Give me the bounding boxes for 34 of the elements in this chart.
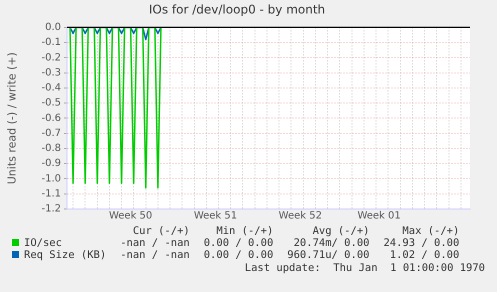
y-tick-label: -0.9 — [41, 158, 61, 170]
text: 1.02 / 0.00 — [388, 249, 460, 261]
text: Last update: Thu Jan 1 01:00:00 1970 — [244, 262, 485, 274]
x-tick-label: Week 50 — [108, 210, 152, 222]
y-tick-label: -0.2 — [41, 52, 61, 64]
y-tick-label: -1.2 — [41, 204, 61, 215]
x-tick-label: Week 01 — [357, 210, 401, 222]
y-tick-label: -0.8 — [41, 143, 61, 154]
text: 960.71u/ 0.00 — [286, 249, 370, 261]
y-tick-label: -0.7 — [41, 128, 61, 139]
text: 0.00 / 0.00 — [202, 237, 274, 249]
y-tick-label: -0.6 — [41, 112, 61, 124]
text: Cur (-/+) — [132, 225, 190, 237]
y-tick-label: -1.1 — [41, 188, 61, 200]
y-tick-label: -0.1 — [41, 37, 61, 48]
chart-title: IOs for /dev/loop0 - by month — [148, 2, 326, 16]
text: Min (-/+) — [215, 225, 274, 237]
legend-label: IO/sec — [23, 237, 63, 249]
text: -nan / -nan — [119, 237, 190, 249]
x-tick-label: Week 52 — [278, 210, 322, 222]
text: -nan / -nan — [119, 249, 190, 261]
text: 24.93 / 0.00 — [382, 237, 460, 249]
y-tick-label: -1.0 — [41, 173, 61, 184]
y-tick-label: -0.5 — [41, 98, 61, 109]
text: Avg (-/+) — [312, 225, 370, 237]
legend-label: Req Size (KB) — [23, 249, 106, 261]
text: 20.74m/ 0.00 — [292, 237, 370, 249]
text: Max (-/+) — [401, 225, 460, 237]
y-tick-label: -0.3 — [41, 67, 61, 78]
y-tick-label: 0.0 — [45, 22, 61, 33]
text: 0.00 / 0.00 — [202, 249, 274, 261]
x-tick-label: Week 51 — [194, 210, 238, 222]
y-axis-title: Units read (-) / write (+) — [5, 52, 18, 184]
y-tick-label: -0.4 — [41, 82, 61, 94]
